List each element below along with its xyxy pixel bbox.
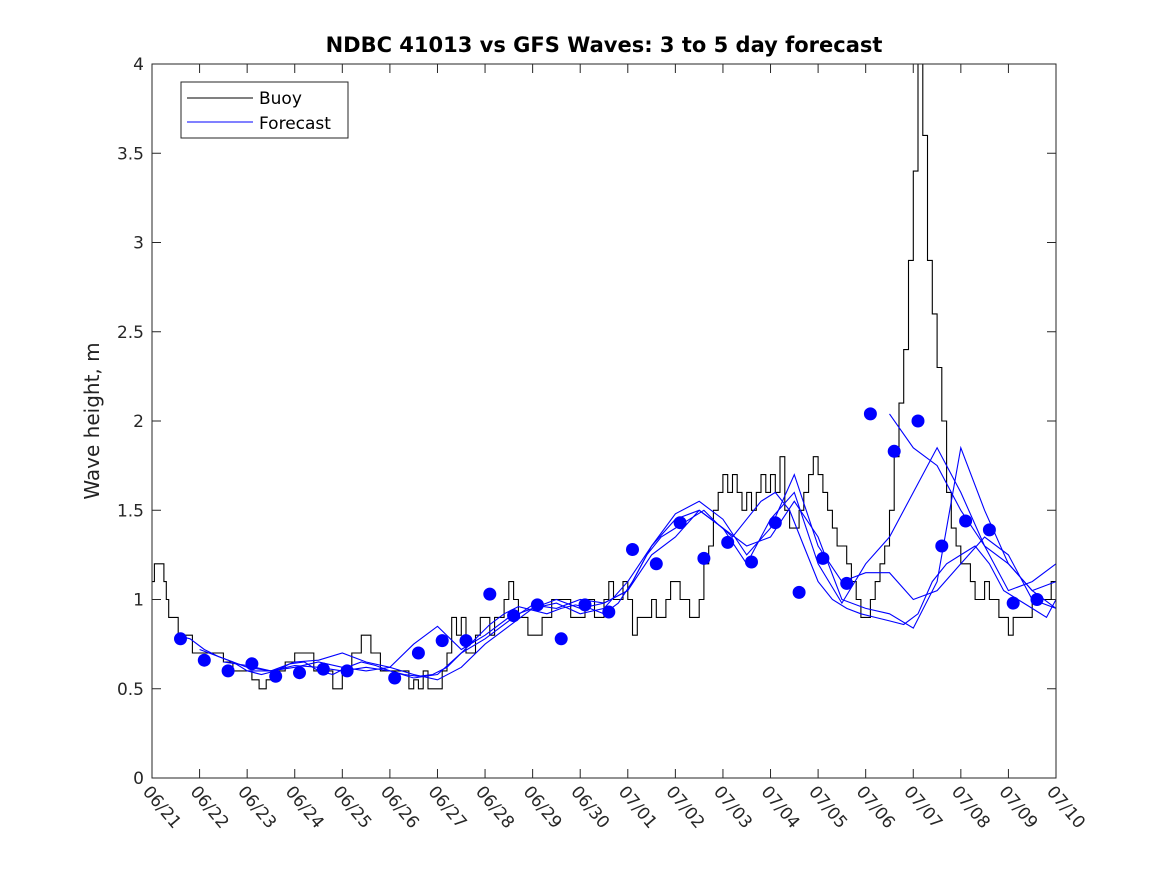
forecast-point	[673, 516, 687, 530]
forecast-point	[959, 514, 973, 528]
y-tick-label: 2	[133, 412, 144, 432]
forecast-point	[911, 414, 925, 428]
forecast-points	[174, 407, 1044, 685]
forecast-point	[293, 666, 306, 680]
y-tick-label: 4	[133, 55, 144, 75]
forecast-point	[649, 557, 663, 571]
forecast-point	[388, 671, 402, 685]
legend-box	[180, 81, 349, 139]
forecast-point	[626, 543, 639, 556]
y-axis-label: Wave height, m	[80, 342, 104, 499]
forecast-point	[792, 585, 806, 599]
forecast-point	[554, 632, 568, 646]
forecast-point	[578, 598, 592, 612]
plot-area	[152, 64, 1056, 778]
forecast-point	[340, 664, 354, 678]
forecast-point	[982, 523, 996, 537]
legend: Buoy Forecast	[180, 81, 349, 139]
forecast-line	[247, 446, 1057, 672]
forecast-line	[223, 473, 1057, 681]
legend-buoy-label: Buoy	[259, 89, 302, 109]
forecast-point	[816, 551, 830, 565]
buoy-series	[152, 63, 1056, 690]
buoy-line	[152, 63, 1056, 690]
forecast-point	[721, 535, 735, 549]
forecast-point	[840, 576, 854, 590]
plot-background	[152, 64, 1056, 778]
forecast-point	[530, 598, 544, 612]
chart-title: NDBC 41013 vs GFS Waves: 3 to 5 day fore…	[326, 33, 883, 57]
y-tick-label: 3.5	[117, 144, 144, 164]
y-tick-label: 0.5	[117, 680, 144, 700]
forecast-point	[887, 444, 901, 458]
forecast-point	[411, 646, 425, 660]
y-tick-label: 0	[133, 769, 144, 789]
forecast-point	[1030, 593, 1044, 606]
legend-forecast-label: Forecast	[259, 114, 331, 134]
y-tick-label: 1	[133, 591, 144, 611]
forecast-point	[935, 539, 949, 553]
forecast-point	[269, 669, 283, 683]
forecast-point	[174, 632, 187, 646]
y-tick-label: 1.5	[117, 501, 144, 521]
forecast-point	[316, 662, 330, 676]
axes-frame	[151, 63, 1057, 779]
forecast-point	[507, 609, 521, 623]
forecast-point	[221, 664, 235, 678]
forecast-point	[863, 407, 877, 421]
forecast-point	[435, 634, 449, 648]
y-tick-label: 2.5	[117, 323, 144, 343]
forecast-point	[197, 653, 211, 667]
forecast-point	[602, 605, 616, 619]
forecast-point	[245, 657, 259, 671]
axes-box	[151, 63, 1057, 779]
forecast-point	[697, 551, 711, 565]
forecast-point	[768, 516, 782, 530]
forecast-point	[459, 634, 473, 648]
forecast-point	[483, 587, 497, 601]
y-tick-label: 3	[133, 234, 144, 254]
forecast-point	[1006, 596, 1020, 610]
forecast-line	[889, 413, 1057, 609]
forecast-point	[745, 555, 758, 569]
